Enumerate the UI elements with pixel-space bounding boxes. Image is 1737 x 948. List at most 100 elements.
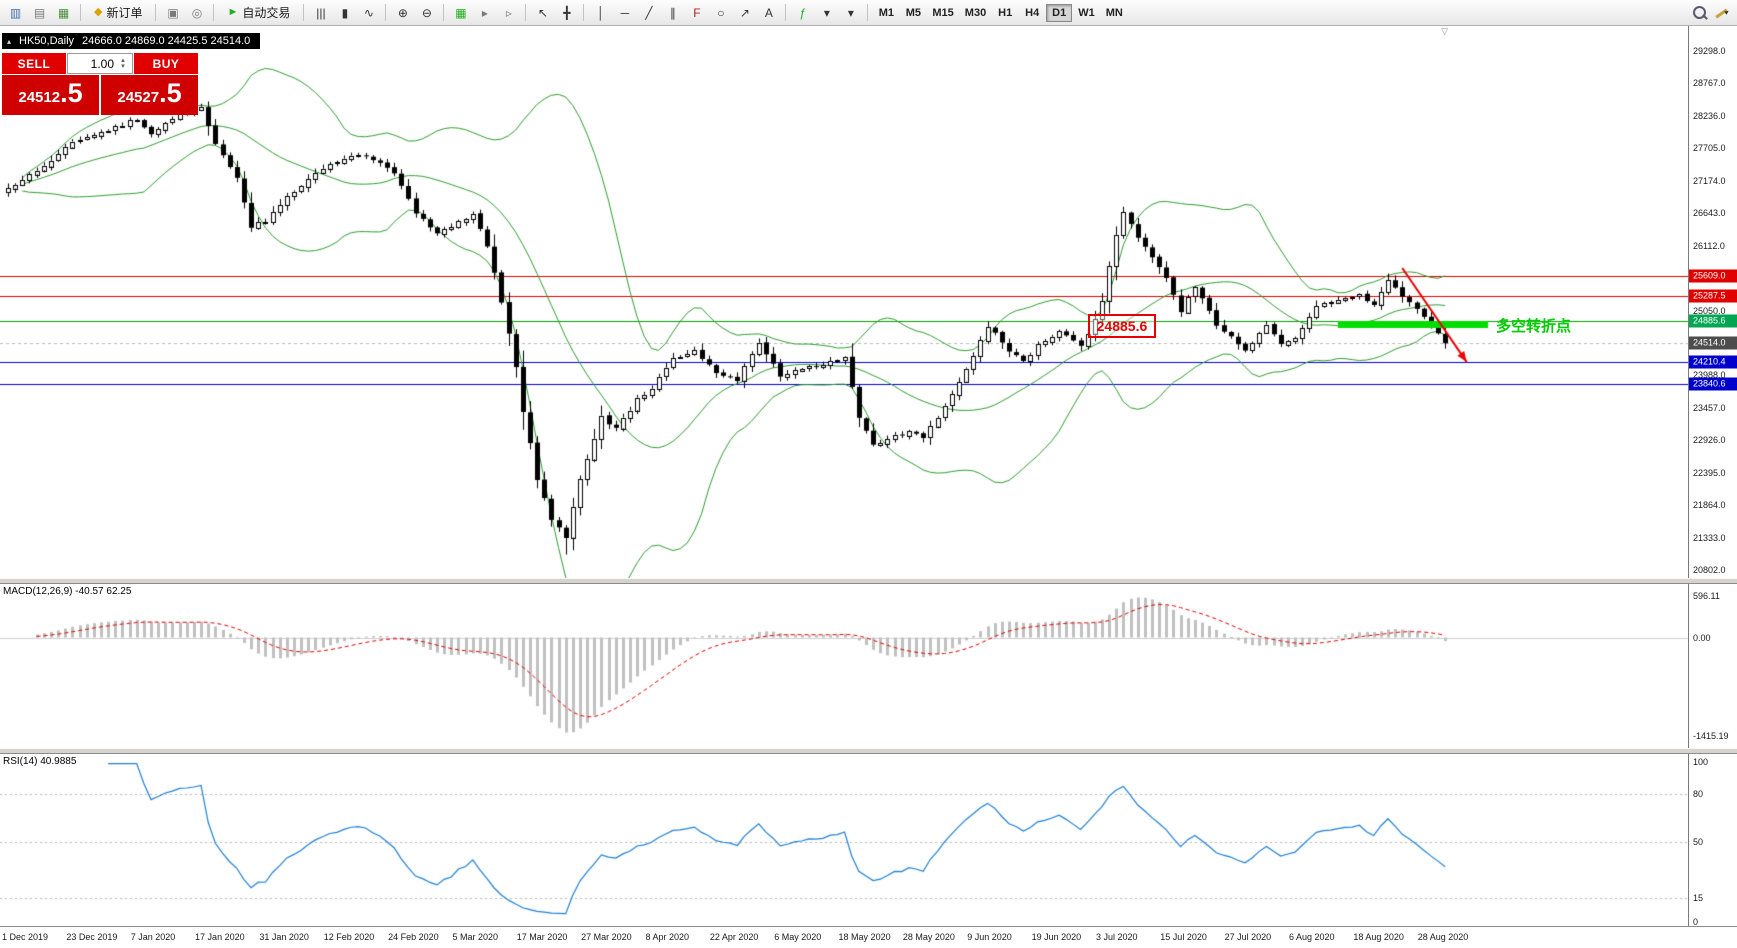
new-order-button-label: 新订单 xyxy=(106,6,143,20)
sell-price-big-digit: .5 xyxy=(60,78,83,108)
rsi-canvas[interactable] xyxy=(0,754,1688,926)
time-axis-label: 27 Mar 2020 xyxy=(581,932,632,942)
market-watch-icon[interactable]: ▦ xyxy=(57,5,70,20)
volume-decrease-icon[interactable]: ▾ xyxy=(121,62,125,70)
time-axis-label: 7 Jan 2020 xyxy=(130,932,176,942)
zoom-out-icon[interactable]: ⊖ xyxy=(421,5,432,20)
toolbar-separator xyxy=(583,4,585,21)
time-axis-label: 3 Jul 2020 xyxy=(1095,932,1138,942)
toolbar-separator xyxy=(303,4,305,21)
price-axis-tick: 21864.0 xyxy=(1693,500,1726,511)
macd-canvas[interactable] xyxy=(0,584,1688,748)
macd-axis[interactable]: 596.11 0.00 -1415.19 xyxy=(1688,584,1737,748)
channel-icon[interactable]: ∥ xyxy=(669,5,676,20)
profiles-icon[interactable]: ▤ xyxy=(33,5,46,20)
price-axis-tick: 28236.0 xyxy=(1693,110,1726,121)
trendline-icon[interactable]: ╱ xyxy=(645,5,653,20)
price-axis-tick: 22926.0 xyxy=(1693,435,1726,446)
new-chart-icon[interactable]: ▥ xyxy=(9,5,22,20)
turning-point-label[interactable]: 多空转折点 xyxy=(1496,317,1572,335)
autotrading-button-label: 自动交易 xyxy=(242,6,291,20)
timeframe-button-mn[interactable]: MN xyxy=(1105,6,1123,19)
time-axis-label: 24 Feb 2020 xyxy=(388,932,439,942)
price-line-tag: 24885.6 xyxy=(1689,314,1737,328)
one-click-toggle-icon[interactable]: ▴ xyxy=(7,36,12,46)
horizontal-line-icon[interactable]: ─ xyxy=(620,5,630,20)
symbol-info-bar: ▴ HK50,Daily 24666.0 24869.0 24425.5 245… xyxy=(2,33,261,49)
toolbar-separator xyxy=(525,4,527,21)
sell-price-button[interactable]: 24512.5 xyxy=(2,75,99,115)
time-axis-label: 8 Apr 2020 xyxy=(645,932,690,942)
price-axis-tick: 23988.0 xyxy=(1693,370,1726,381)
symbol-ohlc: 24666.0 24869.0 24425.5 24514.0 xyxy=(82,35,251,47)
chart-shift-icon[interactable]: ▹ xyxy=(505,5,512,20)
time-axis-label: 12 Feb 2020 xyxy=(323,932,375,942)
volume-field: ▴ ▾ xyxy=(67,53,133,74)
timeframe-button-m5[interactable]: M5 xyxy=(905,6,922,19)
crosshair-icon[interactable]: ╋ xyxy=(563,5,571,20)
buy-button[interactable]: BUY xyxy=(134,53,198,74)
rsi-label: RSI(14) 40.9885 xyxy=(3,756,77,767)
buy-price-main: 24527 xyxy=(117,89,160,106)
timeframe-button-d1[interactable]: D1 xyxy=(1046,3,1073,22)
indicators-icon[interactable]: ƒ xyxy=(799,5,807,20)
bar-chart-icon[interactable]: ||| xyxy=(316,5,326,20)
candlestick-chart-icon[interactable]: ▮ xyxy=(341,5,349,20)
text-tool-icon[interactable]: A xyxy=(764,5,773,20)
time-axis-label: 5 Mar 2020 xyxy=(452,932,498,942)
edit-icon[interactable] xyxy=(1711,3,1733,23)
chart-shift-marker-icon[interactable]: ▽ xyxy=(1441,26,1449,36)
cursor-icon[interactable]: ↖ xyxy=(537,5,548,20)
vertical-line-icon[interactable]: │ xyxy=(597,5,605,20)
timeframe-button-m30[interactable]: M30 xyxy=(964,6,987,19)
price-axis[interactable]: 29298.0 28767.0 28236.0 27705.0 27174.0 26643… xyxy=(1688,26,1737,578)
price-axis-tick: 23457.0 xyxy=(1693,402,1726,413)
main-chart-canvas[interactable] xyxy=(0,26,1688,578)
new-order-button[interactable]: ◆ 新订单 xyxy=(86,3,150,23)
data-window-icon[interactable]: ◎ xyxy=(191,5,203,20)
price-line-tag: 24210.4 xyxy=(1689,355,1737,369)
time-axis-label: 18 May 2020 xyxy=(838,932,891,942)
price-axis-tick: 26112.0 xyxy=(1693,240,1725,251)
panel-divider[interactable] xyxy=(0,578,1737,584)
time-axis-label: 28 Aug 2020 xyxy=(1417,932,1469,942)
timeframe-button-m15[interactable]: M15 xyxy=(932,6,954,19)
toolbar-separator xyxy=(443,4,445,21)
time-axis-label: 22 Apr 2020 xyxy=(709,932,759,942)
sell-button[interactable]: SELL xyxy=(2,53,66,74)
price-axis-tick: 28767.0 xyxy=(1693,78,1726,89)
volume-increase-icon[interactable]: ▴ xyxy=(121,56,125,64)
buy-price-button[interactable]: 24527.5 xyxy=(101,75,198,115)
time-axis-label: 23 Dec 2019 xyxy=(66,932,118,942)
time-axis[interactable]: 1 Dec 2019 23 Dec 2019 7 Jan 2020 17 Jan 20… xyxy=(0,926,1737,948)
timeframe-button-w1[interactable]: W1 xyxy=(1078,6,1095,19)
timeframe-button-h4[interactable]: H4 xyxy=(1025,6,1040,19)
rsi-axis-tick: 100 xyxy=(1693,757,1709,767)
shapes-icon[interactable]: ○ xyxy=(717,5,725,20)
auto-scroll-icon[interactable]: ▸ xyxy=(481,5,488,20)
panel-divider[interactable] xyxy=(0,748,1737,754)
search-icon[interactable] xyxy=(1688,3,1710,23)
price-callout-box[interactable]: 24885.6 xyxy=(1087,313,1157,338)
autotrading-button[interactable]: ► 自动交易 xyxy=(219,3,298,23)
indicators-dropdown-icon[interactable]: ▾ xyxy=(823,5,830,20)
rsi-axis-tick: 15 xyxy=(1693,893,1704,903)
zoom-in-icon[interactable]: ⊕ xyxy=(397,5,408,20)
line-chart-icon[interactable]: ∿ xyxy=(363,5,374,20)
arrow-tool-icon[interactable]: ↗ xyxy=(739,5,750,20)
fibonacci-icon[interactable]: F xyxy=(693,5,701,20)
rsi-axis[interactable]: 100 80 50 15 0 xyxy=(1688,754,1737,927)
tile-windows-icon[interactable]: ▦ xyxy=(455,5,467,20)
toolbar-separator xyxy=(385,4,387,21)
toolbar-separator xyxy=(155,4,157,21)
rsi-axis-tick: 0 xyxy=(1693,917,1699,927)
time-axis-label: 28 May 2020 xyxy=(902,932,955,942)
save-chart-icon[interactable]: ▣ xyxy=(167,5,179,20)
timeframe-button-m1[interactable]: M1 xyxy=(878,6,895,19)
volume-input[interactable] xyxy=(68,56,116,71)
timeframe-button-h1[interactable]: H1 xyxy=(998,6,1013,19)
periods-dropdown-icon[interactable]: ▾ xyxy=(847,5,854,20)
time-axis-label: 17 Jan 2020 xyxy=(195,932,245,942)
toolbar-separator xyxy=(867,4,869,21)
